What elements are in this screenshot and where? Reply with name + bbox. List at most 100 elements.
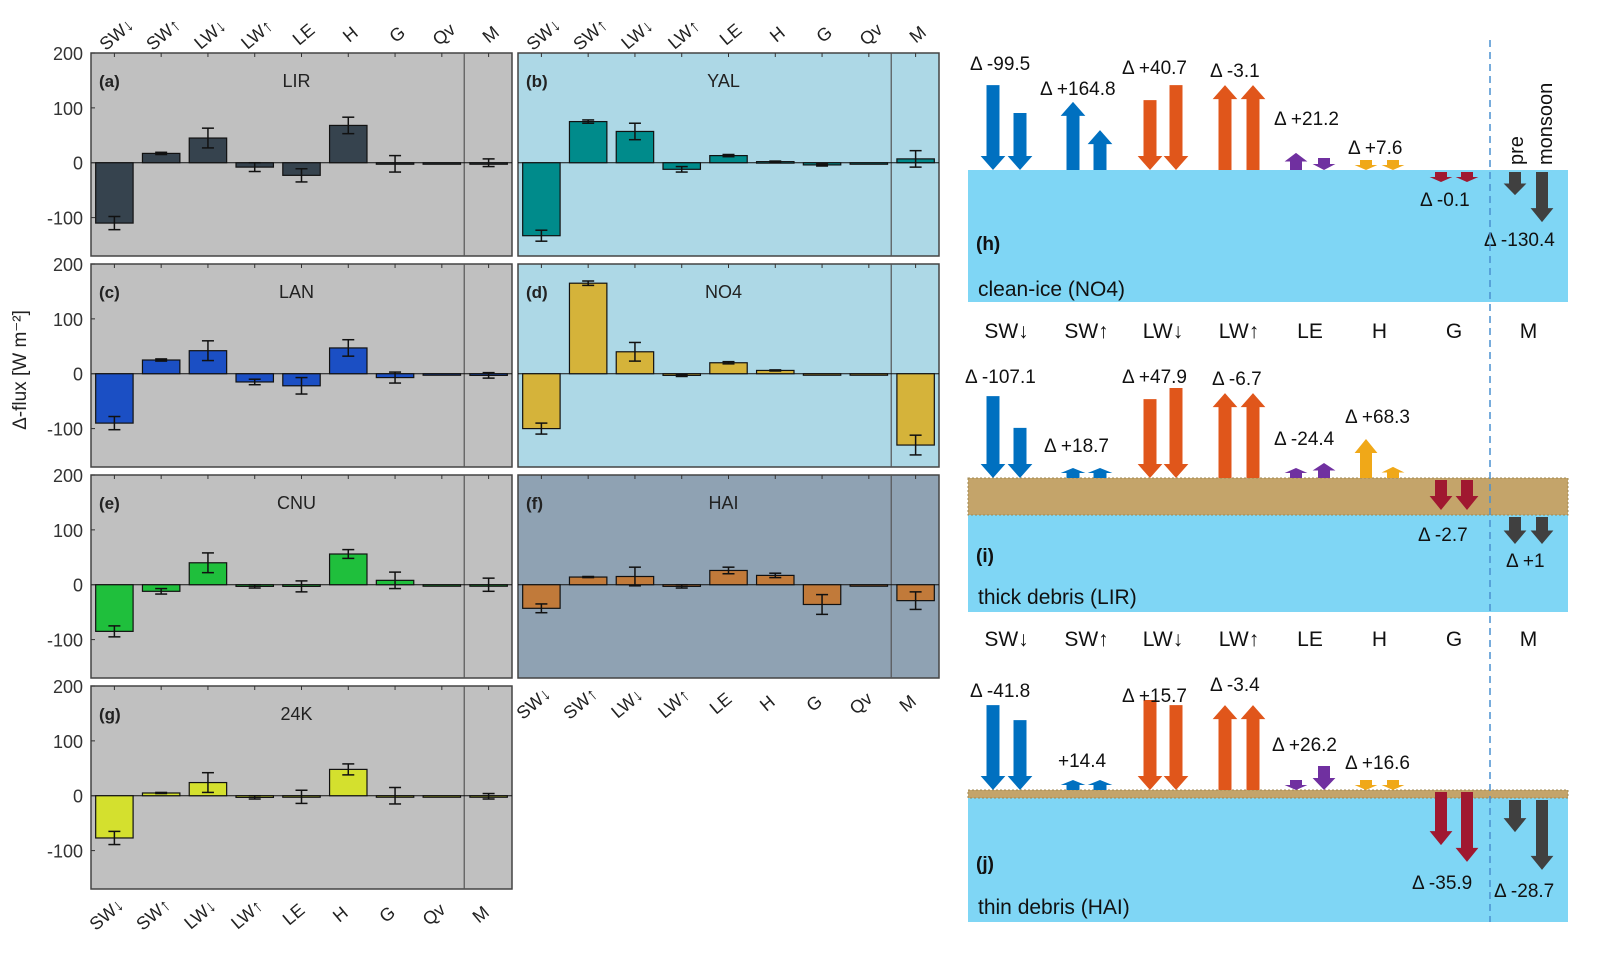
y-tick-label: -100 — [47, 209, 83, 229]
bar-Qv — [422, 795, 462, 798]
y-tick-label: 200 — [53, 44, 83, 64]
y-tick-label: 200 — [53, 466, 83, 486]
delta-label: Δ +47.9 — [1122, 367, 1187, 388]
panel-24K: (g) 24K 200 100 0 -100 SW↓ SW↑ LW↓ LW↑ LE H G Qv M — [47, 677, 513, 934]
category-label: LW↑ — [664, 16, 703, 54]
arrow-SW↓-monsoon — [1007, 720, 1033, 790]
flux-label: G — [1446, 628, 1462, 651]
flux-label: LE — [1297, 628, 1323, 651]
delta-label: Δ -130.4 — [1484, 230, 1555, 251]
arrow-SW↑-pre — [1060, 468, 1086, 478]
flux-label: H — [1372, 320, 1387, 343]
arrow-SW↑-monsoon — [1087, 780, 1113, 790]
category-label: LW↓ — [190, 16, 229, 54]
arrow-LW↑-pre — [1212, 705, 1238, 790]
panel-label: (f) — [526, 494, 543, 513]
category-label: M — [906, 22, 930, 47]
y-tick-label: 100 — [53, 310, 83, 330]
bar-SW↑ — [141, 359, 181, 375]
arrow-SW↑-pre — [1060, 780, 1086, 790]
schematic-panel-1: (i) thick debris (LIR) SW↓ SW↑ LW↓ LW↑ LE H G M Δ … — [965, 320, 1569, 612]
arrow-LW↓-pre — [1137, 100, 1163, 170]
y-tick-label: 100 — [53, 99, 83, 119]
arrow-SW↓-monsoon — [1007, 113, 1033, 170]
delta-label: +14.4 — [1058, 751, 1107, 772]
delta-label: Δ -0.1 — [1420, 190, 1470, 211]
phase-label-pre: pre — [1506, 136, 1528, 165]
category-label: SW↑ — [142, 15, 184, 55]
arrow-LW↑-monsoon — [1240, 393, 1266, 478]
y-tick-label: 100 — [53, 521, 83, 541]
panel-label: (g) — [99, 705, 121, 724]
category-label: Qv — [419, 899, 449, 929]
delta-label: Δ +68.3 — [1345, 407, 1410, 428]
arrow-LW↑-monsoon — [1240, 705, 1266, 790]
ice-surface — [968, 170, 1568, 302]
arrow-M-pre — [1503, 172, 1527, 196]
arrow-LE-pre — [1284, 780, 1308, 790]
arrow-LW↑-monsoon — [1240, 85, 1266, 170]
arrow-SW↓-pre — [980, 85, 1006, 170]
delta-label: Δ +164.8 — [1040, 79, 1116, 100]
delta-label: Δ +26.2 — [1272, 735, 1337, 756]
surface-name: thin debris (HAI) — [978, 896, 1130, 919]
category-label: G — [375, 902, 399, 926]
delta-label: Δ -28.7 — [1494, 881, 1554, 902]
arrow-H-monsoon — [1381, 780, 1405, 790]
panel-label: (e) — [99, 494, 120, 513]
arrow-LW↑-pre — [1212, 85, 1238, 170]
category-label: Qv — [429, 19, 459, 49]
bar-M — [896, 373, 935, 446]
arrow-G-monsoon — [1455, 172, 1479, 182]
arrow-G-pre — [1429, 480, 1453, 510]
flux-label: LW↓ — [1143, 320, 1183, 343]
arrow-H-monsoon — [1381, 466, 1405, 478]
panel-HAI: (f) HAI SW↓ SW↑ LW↓ LW↑ LE H G Qv M — [513, 474, 940, 724]
y-tick-label: 200 — [53, 255, 83, 275]
panel-title: LAN — [279, 282, 314, 302]
delta-label: Δ -99.5 — [970, 54, 1030, 75]
bar-SW↓ — [95, 162, 134, 224]
arrow-M-pre — [1503, 517, 1527, 544]
arrow-M-monsoon — [1530, 800, 1554, 870]
y-tick-label: 100 — [53, 732, 83, 752]
category-label: LE — [279, 900, 309, 929]
category-label: M — [469, 902, 493, 927]
delta-label: Δ -24.4 — [1274, 429, 1335, 450]
bar-SW↑ — [568, 282, 608, 375]
panel-LIR: (a) LIR 200 100 0 -100 SW↓ SW↑ LW↓ LW↑ LE H G Qv M — [47, 15, 513, 257]
arrow-SW↑-monsoon — [1087, 468, 1113, 478]
y-axis-label: Δ-flux [W m⁻²] — [10, 310, 31, 430]
y-tick-label: -100 — [47, 631, 83, 651]
category-label: G — [812, 22, 836, 46]
bar-Qv — [849, 373, 889, 376]
arrow-M-monsoon — [1530, 517, 1554, 544]
surface-name: thick debris (LIR) — [978, 586, 1137, 609]
category-label: LW↑ — [227, 896, 266, 934]
flux-label: LW↓ — [1143, 628, 1183, 651]
delta-label: Δ +40.7 — [1122, 58, 1187, 79]
arrow-M-monsoon — [1530, 172, 1554, 223]
category-label: SW↓ — [523, 15, 565, 55]
panel-title: HAI — [708, 493, 738, 513]
debris-layer — [967, 477, 1569, 516]
category-label: G — [385, 22, 409, 46]
arrow-LE-pre — [1284, 468, 1308, 478]
category-label: H — [756, 692, 779, 716]
flux-label: LE — [1297, 320, 1323, 343]
delta-label: Δ -6.7 — [1212, 369, 1262, 390]
delta-label: Δ +1 — [1506, 551, 1545, 572]
schematic-panel-0: (h) clean-ice (NO4) Δ -99.5 Δ +164.8 Δ +40.7… — [968, 54, 1568, 302]
category-label: SW↓ — [513, 684, 555, 724]
panel-CNU: (e) CNU 200 100 0 -100 — [47, 466, 513, 679]
bar-Qv — [849, 162, 889, 165]
panel-label: (d) — [526, 283, 548, 302]
debris-layer — [967, 789, 1569, 799]
arrow-H-monsoon — [1381, 160, 1405, 170]
delta-label: Δ +7.6 — [1348, 138, 1402, 159]
flux-label: LW↑ — [1219, 628, 1259, 651]
category-label: LW↓ — [180, 896, 219, 934]
arrow-SW↓-pre — [980, 705, 1006, 790]
flux-label: SW↑ — [1064, 628, 1108, 651]
